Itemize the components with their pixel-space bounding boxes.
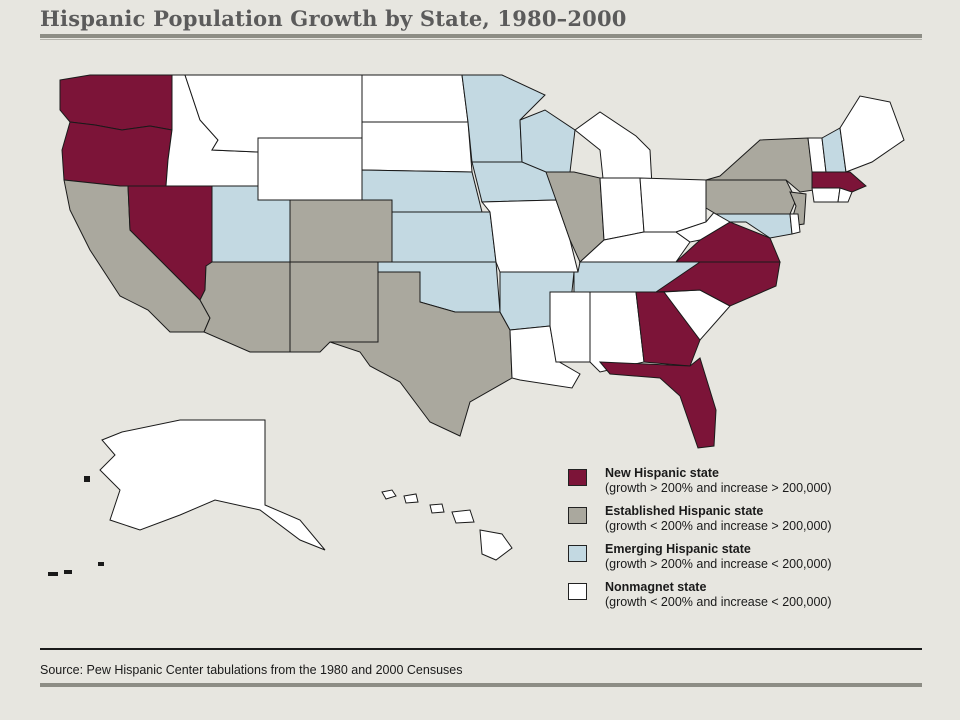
legend-label: Established Hispanic state — [605, 504, 764, 518]
legend-label: Emerging Hispanic state — [605, 542, 751, 556]
legend-item-emerging: Emerging Hispanic state (growth > 200% a… — [568, 542, 928, 572]
state-south-dakota — [361, 121, 473, 173]
legend-swatch-new — [568, 469, 587, 486]
legend-item-nonmagnet: Nonmagnet state (growth < 200% and incre… — [568, 580, 928, 610]
state-indiana — [599, 177, 645, 241]
legend-criteria: (growth > 200% and increase < 200,000) — [605, 557, 832, 571]
legend-criteria: (growth > 200% and increase > 200,000) — [605, 481, 832, 495]
state-north-dakota — [361, 74, 469, 123]
state-ohio — [639, 177, 707, 233]
state-florida — [598, 357, 717, 449]
state-mississippi — [549, 291, 591, 363]
legend-item-new: New Hispanic state (growth > 200% and in… — [568, 466, 928, 496]
state-new-mexico — [289, 261, 379, 353]
state-maine — [839, 95, 905, 173]
legend-label: New Hispanic state — [605, 466, 719, 480]
state-delaware — [789, 213, 801, 235]
state-rhode-island — [837, 187, 853, 203]
state-oregon — [61, 121, 173, 187]
state-alaska — [99, 419, 326, 551]
source-rule — [40, 648, 922, 650]
map-title: Hispanic Population Growth by State, 198… — [40, 6, 627, 31]
state-michigan — [574, 111, 653, 189]
legend-swatch-emerging — [568, 545, 587, 562]
legend-swatch-established — [568, 507, 587, 524]
state-pennsylvania — [705, 179, 797, 215]
state-arizona — [199, 261, 291, 353]
state-texas — [329, 271, 513, 437]
title-rule — [40, 34, 922, 38]
state-colorado — [289, 199, 393, 263]
state-washington — [59, 74, 173, 131]
state-hawaii — [381, 489, 513, 561]
legend-criteria: (growth < 200% and increase > 200,000) — [605, 519, 832, 533]
legend-swatch-nonmagnet — [568, 583, 587, 600]
legend-item-established: Established Hispanic state (growth < 200… — [568, 504, 928, 534]
us-map — [48, 74, 905, 576]
state-connecticut — [811, 187, 841, 203]
title-rule-thin — [40, 39, 922, 40]
bottom-rule — [40, 683, 922, 687]
state-wyoming — [257, 137, 363, 201]
state-alabama — [589, 291, 645, 373]
legend-label: Nonmagnet state — [605, 580, 707, 594]
state-kansas — [391, 211, 497, 263]
source-note: Source: Pew Hispanic Center tabulations … — [40, 663, 463, 677]
state-massachusetts — [811, 171, 867, 193]
alaska-islands — [48, 476, 104, 576]
legend-criteria: (growth < 200% and increase < 200,000) — [605, 595, 832, 609]
state-wisconsin — [519, 109, 576, 173]
legend: New Hispanic state (growth > 200% and in… — [568, 466, 928, 618]
